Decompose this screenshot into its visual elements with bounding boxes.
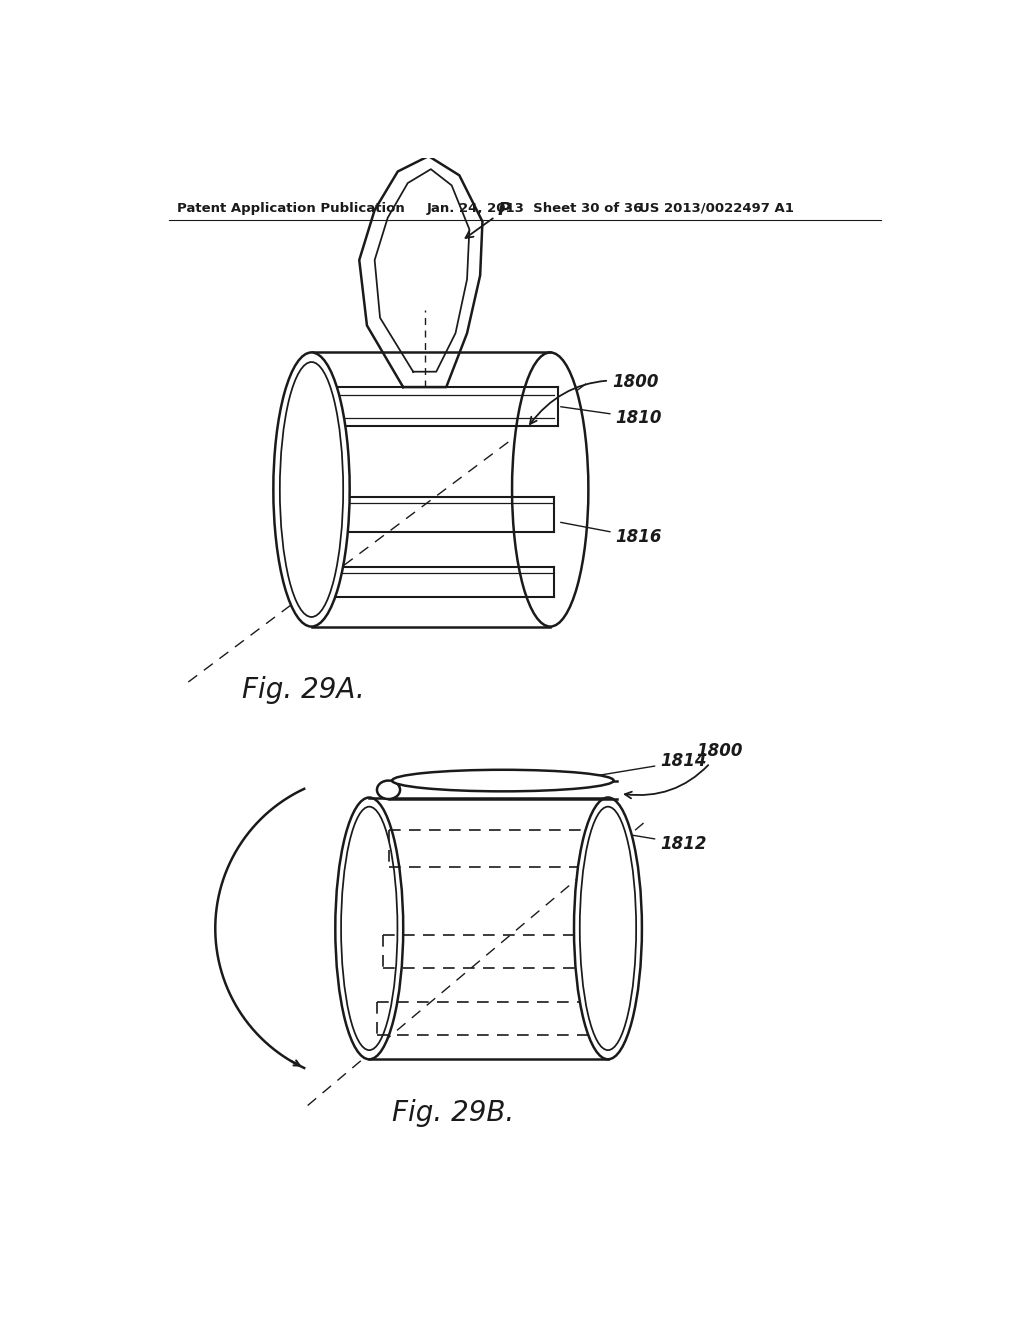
Ellipse shape bbox=[377, 780, 400, 799]
Text: 1800: 1800 bbox=[530, 372, 658, 424]
Text: Fig. 29A.: Fig. 29A. bbox=[243, 676, 365, 704]
Text: Patent Application Publication: Patent Application Publication bbox=[177, 202, 404, 215]
Text: 1816: 1816 bbox=[560, 523, 663, 546]
Ellipse shape bbox=[392, 770, 613, 792]
Ellipse shape bbox=[574, 797, 642, 1059]
Ellipse shape bbox=[512, 352, 589, 627]
Text: 1800: 1800 bbox=[625, 742, 743, 799]
Text: P: P bbox=[466, 201, 511, 238]
Text: 1814: 1814 bbox=[593, 752, 707, 776]
Text: 1810: 1810 bbox=[561, 407, 663, 426]
Ellipse shape bbox=[335, 797, 403, 1059]
Text: 1812: 1812 bbox=[616, 833, 707, 853]
Ellipse shape bbox=[273, 352, 349, 627]
Text: Jan. 24, 2013  Sheet 30 of 36: Jan. 24, 2013 Sheet 30 of 36 bbox=[427, 202, 643, 215]
Text: Fig. 29B.: Fig. 29B. bbox=[392, 1100, 515, 1127]
Text: US 2013/0022497 A1: US 2013/0022497 A1 bbox=[639, 202, 794, 215]
